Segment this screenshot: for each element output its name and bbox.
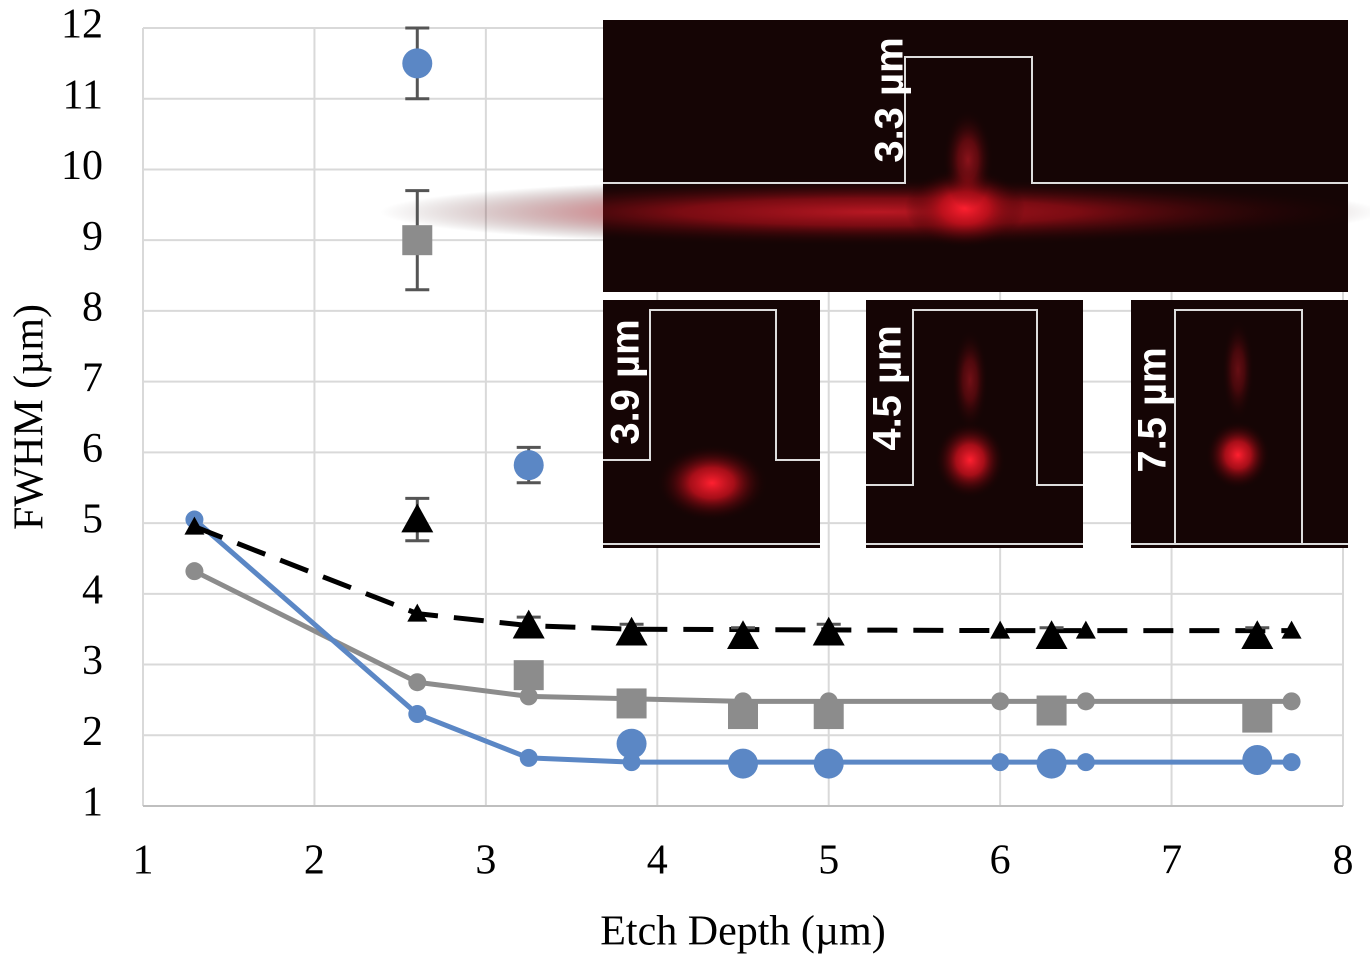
mode-glow: [935, 422, 1005, 498]
y-tick-label: 6: [82, 426, 103, 472]
y-axis-title: FWHM (µm): [7, 304, 53, 530]
data-point: [514, 660, 544, 690]
data-point: [185, 562, 203, 580]
data-point: [1241, 620, 1273, 649]
data-point: [1037, 696, 1067, 726]
y-tick-label: 2: [82, 709, 103, 755]
data-point: [814, 749, 844, 779]
mode-glow: [657, 445, 767, 521]
inset-label: 3.9 µm: [604, 319, 648, 444]
data-point: [727, 620, 759, 649]
inset-label: 7.5 µm: [1131, 347, 1175, 472]
data-point: [514, 450, 544, 480]
inset-label: 4.5 µm: [866, 325, 910, 450]
mode-glow: [943, 110, 993, 210]
data-point: [1242, 703, 1272, 733]
mode-glow: [380, 178, 1370, 246]
x-tick-label: 7: [1161, 838, 1182, 884]
y-tick-label: 3: [82, 638, 103, 684]
data-point: [617, 688, 647, 718]
x-tick-label: 8: [1333, 838, 1354, 884]
data-point: [408, 673, 426, 691]
data-point: [1077, 753, 1095, 771]
mode-glow: [1206, 421, 1270, 489]
y-tick-label: 7: [82, 355, 103, 401]
data-point: [520, 749, 538, 767]
x-axis-title: Etch Depth (µm): [600, 909, 885, 955]
data-point: [728, 699, 758, 729]
y-tick-label: 11: [63, 72, 103, 118]
data-point: [991, 692, 1009, 710]
data-point: [617, 729, 647, 759]
mode-glow: [1222, 320, 1254, 420]
data-point: [1037, 749, 1067, 779]
data-point: [1283, 692, 1301, 710]
y-tick-label: 8: [82, 285, 103, 331]
x-tick-label: 3: [475, 838, 496, 884]
data-point: [1283, 753, 1301, 771]
x-tick-label: 1: [133, 838, 154, 884]
data-point: [402, 225, 432, 255]
data-point: [402, 48, 432, 78]
x-tick-label: 6: [990, 838, 1011, 884]
chart: 12345678910111212345678 3.3 µm 3.9 µm 4.…: [0, 0, 1370, 967]
mode-glow: [952, 330, 988, 430]
y-tick-label: 5: [82, 497, 103, 543]
y-tick-label: 9: [82, 214, 103, 260]
data-point: [1036, 620, 1068, 649]
data-point: [728, 749, 758, 779]
data-point: [814, 699, 844, 729]
data-point: [408, 705, 426, 723]
data-point: [401, 504, 433, 533]
data-point: [991, 753, 1009, 771]
data-point: [1077, 692, 1095, 710]
x-tick-label: 4: [647, 838, 668, 884]
y-tick-label: 10: [61, 143, 103, 189]
inset-label: 3.3 µm: [868, 37, 912, 162]
x-tick-label: 2: [304, 838, 325, 884]
y-tick-label: 4: [82, 567, 103, 613]
data-point: [1242, 745, 1272, 775]
y-tick-label: 12: [61, 2, 103, 48]
x-tick-label: 5: [818, 838, 839, 884]
y-tick-label: 1: [82, 780, 103, 826]
